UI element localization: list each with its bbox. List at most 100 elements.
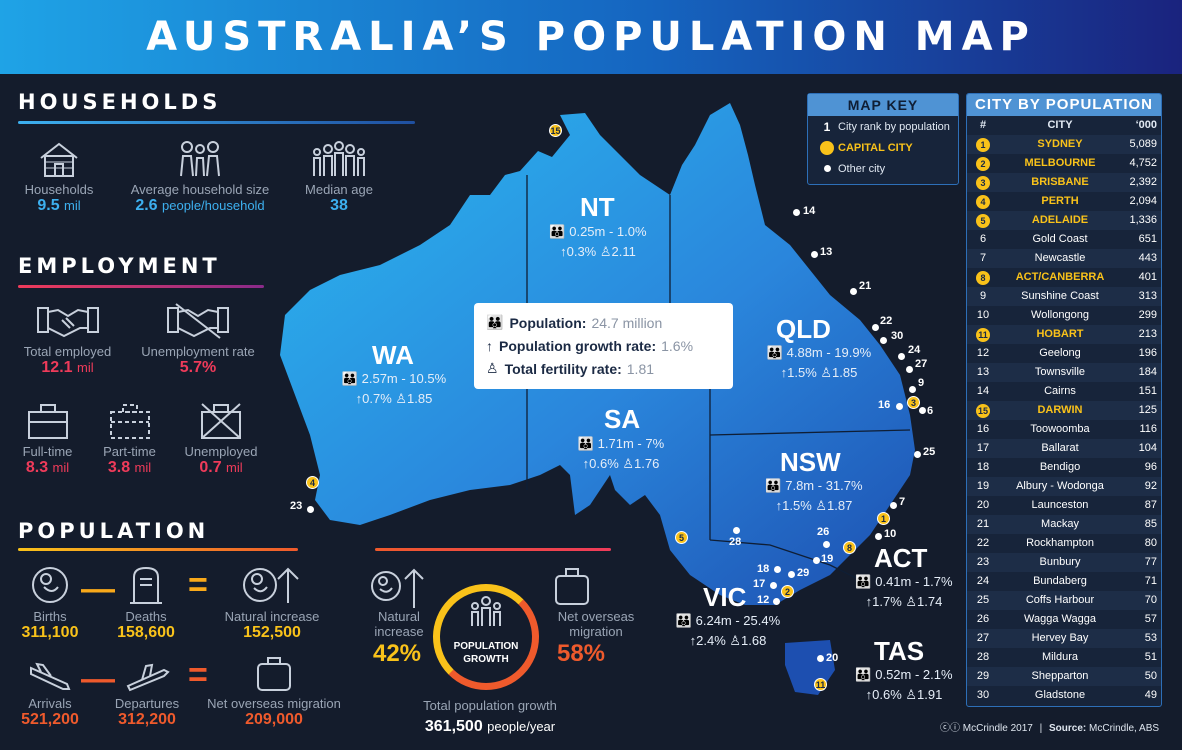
city-label: 7 bbox=[899, 496, 906, 508]
population-cell: 96 bbox=[1144, 461, 1157, 473]
rank-cell: 6 bbox=[979, 233, 987, 245]
rank-cell: 1 bbox=[967, 135, 999, 154]
map-key-rank-label: City rank by population bbox=[838, 120, 950, 133]
capital-rank-badge: 1 bbox=[976, 137, 990, 152]
state-act-name: ACT bbox=[874, 543, 928, 573]
table-row: 5 ADELAIDE 1,336 bbox=[967, 211, 1161, 230]
handshake-icon bbox=[36, 307, 99, 338]
unemployed-unit: mil bbox=[226, 460, 243, 475]
population-cell: 151 bbox=[1138, 385, 1157, 397]
growth-arrow-icon: ↑ bbox=[486, 337, 493, 354]
minus-sign: — bbox=[81, 570, 115, 608]
capital-city-icon bbox=[820, 140, 834, 155]
state-sa-pop: 1.71m - 7% bbox=[597, 436, 665, 451]
net-overseas-value: 209,000 bbox=[245, 711, 303, 728]
unemployed-stat: Unemployed 0.7 mil bbox=[176, 402, 266, 477]
population-cell: 51 bbox=[1144, 651, 1157, 663]
arrivals-value: 521,200 bbox=[21, 711, 79, 728]
births-label: Births bbox=[33, 609, 67, 624]
state-wa-fertility: 1.85 bbox=[407, 391, 433, 406]
city-label: 16 bbox=[878, 399, 891, 411]
rank-cell: 22 bbox=[976, 537, 990, 549]
capital-rank-badge: 3 bbox=[976, 175, 990, 190]
crossed-briefcase-icon bbox=[201, 403, 241, 439]
city-dot bbox=[773, 598, 780, 605]
households-stat: Households 9.5 mil bbox=[14, 140, 104, 215]
state-sa-info: 👪 1.71m - 7% ↑0.6% ♙1.76 bbox=[556, 434, 686, 474]
city-dot bbox=[793, 209, 800, 216]
state-tas-info: 👪 0.52m - 2.1% ↑0.6% ♙1.91 bbox=[840, 665, 968, 705]
city-cell: Ballarat bbox=[1041, 442, 1079, 454]
state-nsw-pop: 7.8m - 31.7% bbox=[785, 478, 863, 493]
table-row: 11 HOBART 213 bbox=[967, 325, 1161, 344]
growth-arrow-icon: ↑ bbox=[775, 498, 783, 513]
city-dot bbox=[788, 571, 795, 578]
state-act-fertility: 1.74 bbox=[917, 594, 943, 609]
table-row: 24 Bundaberg 71 bbox=[967, 572, 1161, 591]
population-cell: 53 bbox=[1144, 632, 1157, 644]
rank-cell: 2 bbox=[967, 154, 999, 173]
city-label: 19 bbox=[821, 553, 834, 565]
city-cell: Townsville bbox=[1034, 366, 1086, 378]
capital-rank-badge: 11 bbox=[976, 327, 990, 342]
growth-migration-pct: 58% bbox=[556, 640, 606, 667]
state-nt-name: NT bbox=[580, 192, 615, 222]
city-dot bbox=[880, 337, 887, 344]
rank-cell: 21 bbox=[976, 518, 990, 530]
rank-symbol: 1 bbox=[823, 119, 831, 134]
net-overseas-stat: Net overseas migration 209,000 bbox=[196, 656, 352, 729]
rank-cell: 27 bbox=[976, 632, 990, 644]
baby-icon bbox=[32, 567, 68, 603]
total-growth-value: 361,500 bbox=[424, 718, 483, 735]
state-vic-name: VIC bbox=[703, 582, 747, 612]
city-cell: Shepparton bbox=[1031, 670, 1089, 682]
natural-increase-stat: Natural increase 152,500 bbox=[212, 565, 332, 642]
footer-separator: | bbox=[1039, 723, 1043, 734]
rank-cell: 23 bbox=[976, 556, 990, 568]
city-dot bbox=[813, 557, 820, 564]
population-cell: 70 bbox=[1144, 594, 1157, 606]
full-time-stat: Full-time 8.3 mil bbox=[10, 402, 85, 477]
city-cell: Rockhampton bbox=[1026, 537, 1094, 549]
city-marker: 2 bbox=[781, 585, 794, 598]
rank-cell: 13 bbox=[976, 366, 990, 378]
population-cell: 57 bbox=[1144, 613, 1157, 625]
state-nsw-fertility: 1.87 bbox=[827, 498, 853, 513]
rank-cell: 17 bbox=[976, 442, 990, 454]
population-cell: 196 bbox=[1138, 347, 1157, 359]
growth-rule bbox=[375, 548, 611, 551]
population-cell: 71 bbox=[1144, 575, 1157, 587]
table-row: 4 PERTH 2,094 bbox=[967, 192, 1161, 211]
capital-rank-badge: 4 bbox=[976, 194, 990, 209]
rank-cell: 26 bbox=[976, 613, 990, 625]
population-icon: 👪 bbox=[855, 574, 876, 589]
table-row: 13 Townsville 184 bbox=[967, 363, 1161, 382]
state-nt-fertility: 2.11 bbox=[611, 244, 636, 259]
city-label: 6 bbox=[927, 405, 934, 417]
rank-cell: 20 bbox=[976, 499, 990, 511]
city-marker: 3 bbox=[907, 396, 920, 409]
population-cell: 50 bbox=[1144, 670, 1157, 682]
population-cell: 651 bbox=[1138, 233, 1157, 245]
city-cell: Sunshine Coast bbox=[1021, 290, 1099, 302]
state-vic-fertility: 1.68 bbox=[741, 633, 767, 648]
state-act-pop: 0.41m - 1.7% bbox=[875, 574, 953, 589]
suitcase-icon bbox=[257, 657, 291, 691]
col-city-header: CITY bbox=[1047, 119, 1073, 131]
part-time-value: 3.8 bbox=[107, 459, 131, 476]
city-cell: Gladstone bbox=[1034, 689, 1086, 701]
city-cell: SYDNEY bbox=[1037, 138, 1083, 150]
state-qld-info: 👪 4.88m - 19.9% ↑1.5% ♙1.85 bbox=[744, 343, 894, 383]
table-row: 2 MELBOURNE 4,752 bbox=[967, 154, 1161, 173]
city-cell: Launceston bbox=[1031, 499, 1089, 511]
population-icon: 👪 bbox=[341, 371, 362, 386]
total-employed-value: 12.1 bbox=[41, 359, 73, 376]
city-cell: Cairns bbox=[1044, 385, 1076, 397]
table-row: 30 Gladstone 49 bbox=[967, 686, 1161, 705]
population-icon: 👪 bbox=[855, 667, 876, 682]
fertility-icon: ♙ bbox=[395, 391, 408, 406]
col-rank-header: # bbox=[979, 119, 987, 131]
rank-cell: 3 bbox=[967, 173, 999, 192]
fertility-icon: ♙ bbox=[486, 360, 499, 376]
natural-increase-label: Natural increase bbox=[224, 609, 320, 624]
